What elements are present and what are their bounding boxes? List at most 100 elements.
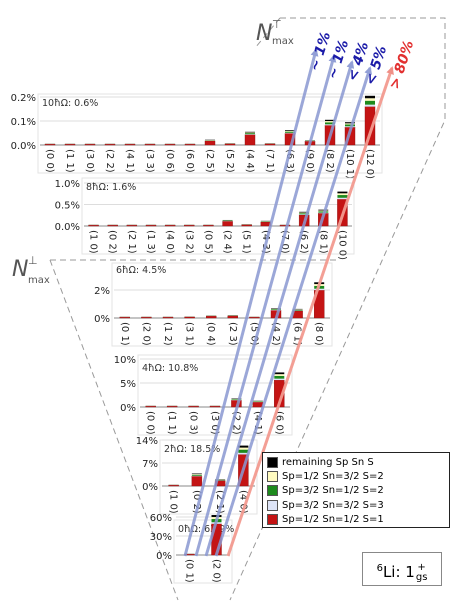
x-tick-label: (1 1) xyxy=(166,411,177,435)
panel-title: 8ħΩ: 1.6% xyxy=(86,182,136,193)
x-tick-label: (2 2) xyxy=(230,411,241,435)
panel-1: 0.0% 0.5% 1.0% 8ħΩ: 1.6% (1 0) (0 2) (2 1) (1 3… xyxy=(55,177,355,260)
arrow-blue-1 xyxy=(183,48,319,557)
bar-segment xyxy=(64,143,76,146)
bar-segment xyxy=(164,143,176,146)
x-tick-label: (1 0) xyxy=(168,490,179,514)
legend-item: Sp=1/2 Sn=3/2 S=2 xyxy=(267,469,445,483)
x-tick-label: (2 4) xyxy=(222,230,233,254)
bar-segment xyxy=(145,224,157,227)
legend-label: remaining Sp Sn S xyxy=(282,456,374,468)
x-tick-label: (4 2) xyxy=(270,322,281,346)
bar-segment xyxy=(241,224,252,227)
bar-segment xyxy=(238,445,249,448)
bar-segment xyxy=(318,209,329,211)
x-tick-label: (4 0) xyxy=(237,490,248,514)
bar-segment xyxy=(145,405,156,408)
x-tick-label: (0 4) xyxy=(205,322,216,346)
x-tick-label: (8 0) xyxy=(313,322,324,346)
bar-segment xyxy=(44,143,56,146)
x-tick-label: (2 5) xyxy=(204,149,215,173)
x-tick-label: (1 0) xyxy=(88,230,99,254)
legend-swatch xyxy=(267,456,278,468)
nucleus-label: 6Li: 1 + gs xyxy=(362,552,442,586)
bar-segment xyxy=(168,484,179,487)
bar-segment xyxy=(227,315,239,319)
bar-segment xyxy=(164,224,176,227)
bar-segment xyxy=(299,211,310,213)
bar-segment xyxy=(162,316,174,319)
panel-title: 0ħΩ: 63.9% xyxy=(178,524,234,535)
bar-segment xyxy=(274,372,285,375)
bar-segment xyxy=(337,195,348,198)
bar-segment xyxy=(141,316,152,319)
panel-frame xyxy=(37,93,383,174)
x-tick-label: (1 2) xyxy=(162,322,173,346)
bar-segment xyxy=(365,100,375,105)
bar-segment xyxy=(191,473,202,475)
x-tick-label: (12 0) xyxy=(364,149,375,179)
panel-title: 2ħΩ: 18.5% xyxy=(164,444,220,455)
bar-segment xyxy=(365,95,375,99)
bar-segment xyxy=(245,133,255,135)
bar-segment xyxy=(203,224,214,227)
bar-segment xyxy=(191,474,202,475)
axis-top-sup: ⊤ xyxy=(272,18,282,31)
x-tick-label: (0 2) xyxy=(191,490,202,514)
nucleus-state: gs xyxy=(415,571,428,583)
bar-segment xyxy=(191,476,203,487)
x-tick-label: (0 6) xyxy=(164,149,175,173)
arrow-blue-4 xyxy=(214,66,373,557)
x-tick-label: (10 0) xyxy=(336,230,347,260)
legend-label: Sp=1/2 Sn=1/2 S=1 xyxy=(282,514,384,526)
bar-segment xyxy=(222,221,233,227)
panel-title: 6ħΩ: 4.5% xyxy=(116,265,166,276)
bar-segment xyxy=(365,104,375,107)
y-tick-label: 0% xyxy=(156,551,172,562)
bar-segment xyxy=(166,405,178,408)
x-tick-label: (8 2) xyxy=(324,149,335,173)
y-tick-label: 0.0% xyxy=(11,141,36,152)
bar-segment xyxy=(188,405,199,408)
x-tick-label: (8 1) xyxy=(317,230,328,254)
x-tick-label: (6 1) xyxy=(292,322,303,346)
bar-segment xyxy=(274,374,285,376)
y-tick-label: 0.0% xyxy=(55,222,80,233)
y-tick-label: 5% xyxy=(120,379,136,390)
x-tick-label: (6 2) xyxy=(298,230,309,254)
bar-segment xyxy=(184,224,195,227)
bar-segment xyxy=(274,375,285,379)
bar-segment xyxy=(238,452,249,455)
bar-segment xyxy=(285,130,295,132)
legend-swatch xyxy=(267,514,278,526)
x-tick-label: (1 1) xyxy=(64,149,75,173)
bar-segment xyxy=(249,316,260,319)
bar-segment xyxy=(345,123,355,125)
x-tick-label: (3 0) xyxy=(209,411,220,435)
bar-segment xyxy=(365,98,375,101)
x-tick-label: (7 1) xyxy=(264,149,275,173)
panel-0: 0.0% 0.1% 0.2% 10ħΩ: 0.6% (0 0) (1 1) (3 0) (2 … xyxy=(11,93,383,179)
arrow-blue-3 xyxy=(204,60,355,557)
legend-item: remaining Sp Sn S xyxy=(267,455,445,469)
x-tick-label: (0 0) xyxy=(44,149,55,173)
x-tick-label: (0 2) xyxy=(107,230,118,254)
x-tick-label: (6 3) xyxy=(284,149,295,173)
bar-segment xyxy=(204,140,216,146)
x-tick-label: (0 5) xyxy=(202,230,213,254)
nucleus-mass: 6 xyxy=(376,563,383,574)
y-tick-label: 0.5% xyxy=(55,201,80,212)
bar-segment xyxy=(244,134,256,146)
axis-side-symbol: N xyxy=(12,257,28,282)
x-tick-label: (6 0) xyxy=(273,411,284,435)
axis-label-top: N max ⊤ xyxy=(256,18,294,47)
bar-segment xyxy=(104,143,116,146)
y-tick-label: 30% xyxy=(150,532,172,543)
funnel-left-diagonal xyxy=(49,259,179,601)
bar-segment xyxy=(88,224,99,227)
y-tick-label: 1.0% xyxy=(55,179,80,190)
funnel-right-outline xyxy=(229,17,446,601)
x-tick-label: (0 3) xyxy=(188,411,199,435)
y-tick-label: 60% xyxy=(150,513,172,524)
